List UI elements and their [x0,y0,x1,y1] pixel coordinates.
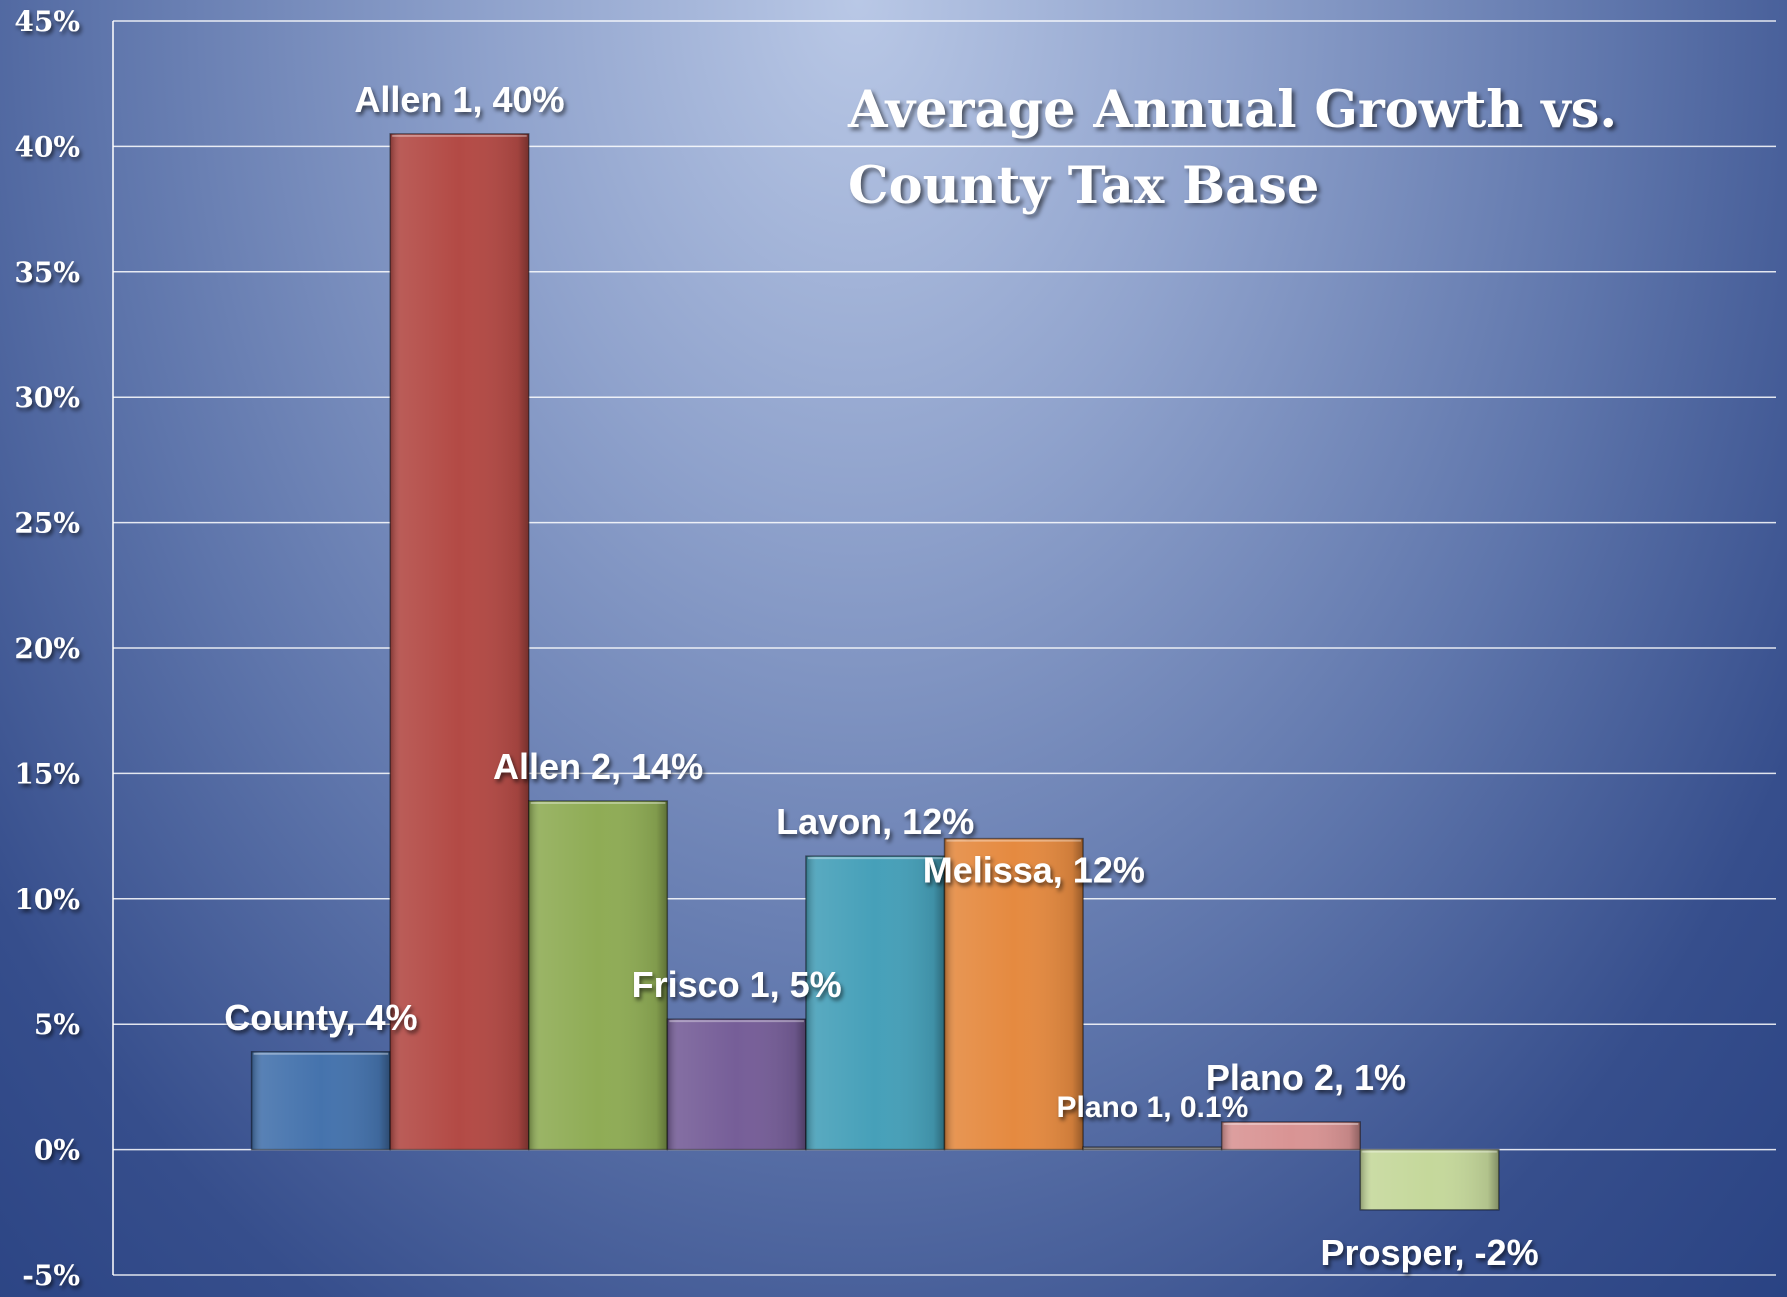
chart-title-line-1: Average Annual Growth vs. [848,80,1618,140]
data-labels: County, 4% Allen 1, 40% Allen 2, 14% Frisco… [224,79,1538,1273]
bar-prosper [1359,1148,1500,1211]
bar-bevel [390,133,529,1150]
y-tick-label: 10% [14,883,80,916]
bar-bevel [1221,1122,1361,1150]
data-label: Prosper, -2% [1320,1232,1538,1273]
bar-bevel [944,838,1084,1150]
y-tick-label: 15% [14,757,80,790]
data-label: Plano 2, 1% [1206,1057,1406,1098]
y-tick-label: 45% [14,5,80,38]
bar-bevel [1360,1149,1499,1210]
bar-allen-1 [389,133,530,1151]
y-tick-label: 40% [14,130,80,163]
bars [250,133,1500,1211]
y-tick-label: 30% [14,381,80,414]
y-tick-label: 20% [14,632,80,665]
y-axis: -5% 0% 5% 10% 15% 20% 25% 30% 35% 40% 45% [14,5,114,1292]
y-tick-label: 25% [14,507,80,540]
y-tick-label: 35% [14,256,80,289]
bar-fill [1082,1146,1223,1151]
data-label: County, 4% [224,997,417,1038]
bar-bevel [528,800,668,1150]
bar-frisco-1 [666,1018,807,1151]
data-label: Lavon, 12% [776,801,974,842]
chart-title-line-2: County Tax Base [848,156,1320,216]
y-tick-label: 5% [34,1008,80,1041]
data-label: Melissa, 12% [923,850,1145,891]
bar-county [250,1051,391,1151]
bar-lavon [805,855,946,1151]
bar-plano-1 [1082,1146,1223,1151]
bar-plano-2 [1220,1121,1361,1151]
bar-bevel [667,1019,806,1150]
data-label: Allen 2, 14% [493,746,703,787]
data-label: Frisco 1, 5% [632,964,842,1005]
data-label: Allen 1, 40% [354,79,564,120]
bar-allen-2 [528,800,669,1151]
bar-bevel [805,856,945,1150]
data-label: Plano 1, 0.1% [1057,1091,1249,1124]
y-tick-label: -5% [22,1259,80,1292]
y-tick-label: 0% [34,1134,80,1167]
bar-bevel [251,1051,391,1150]
bar-melissa [943,837,1084,1151]
